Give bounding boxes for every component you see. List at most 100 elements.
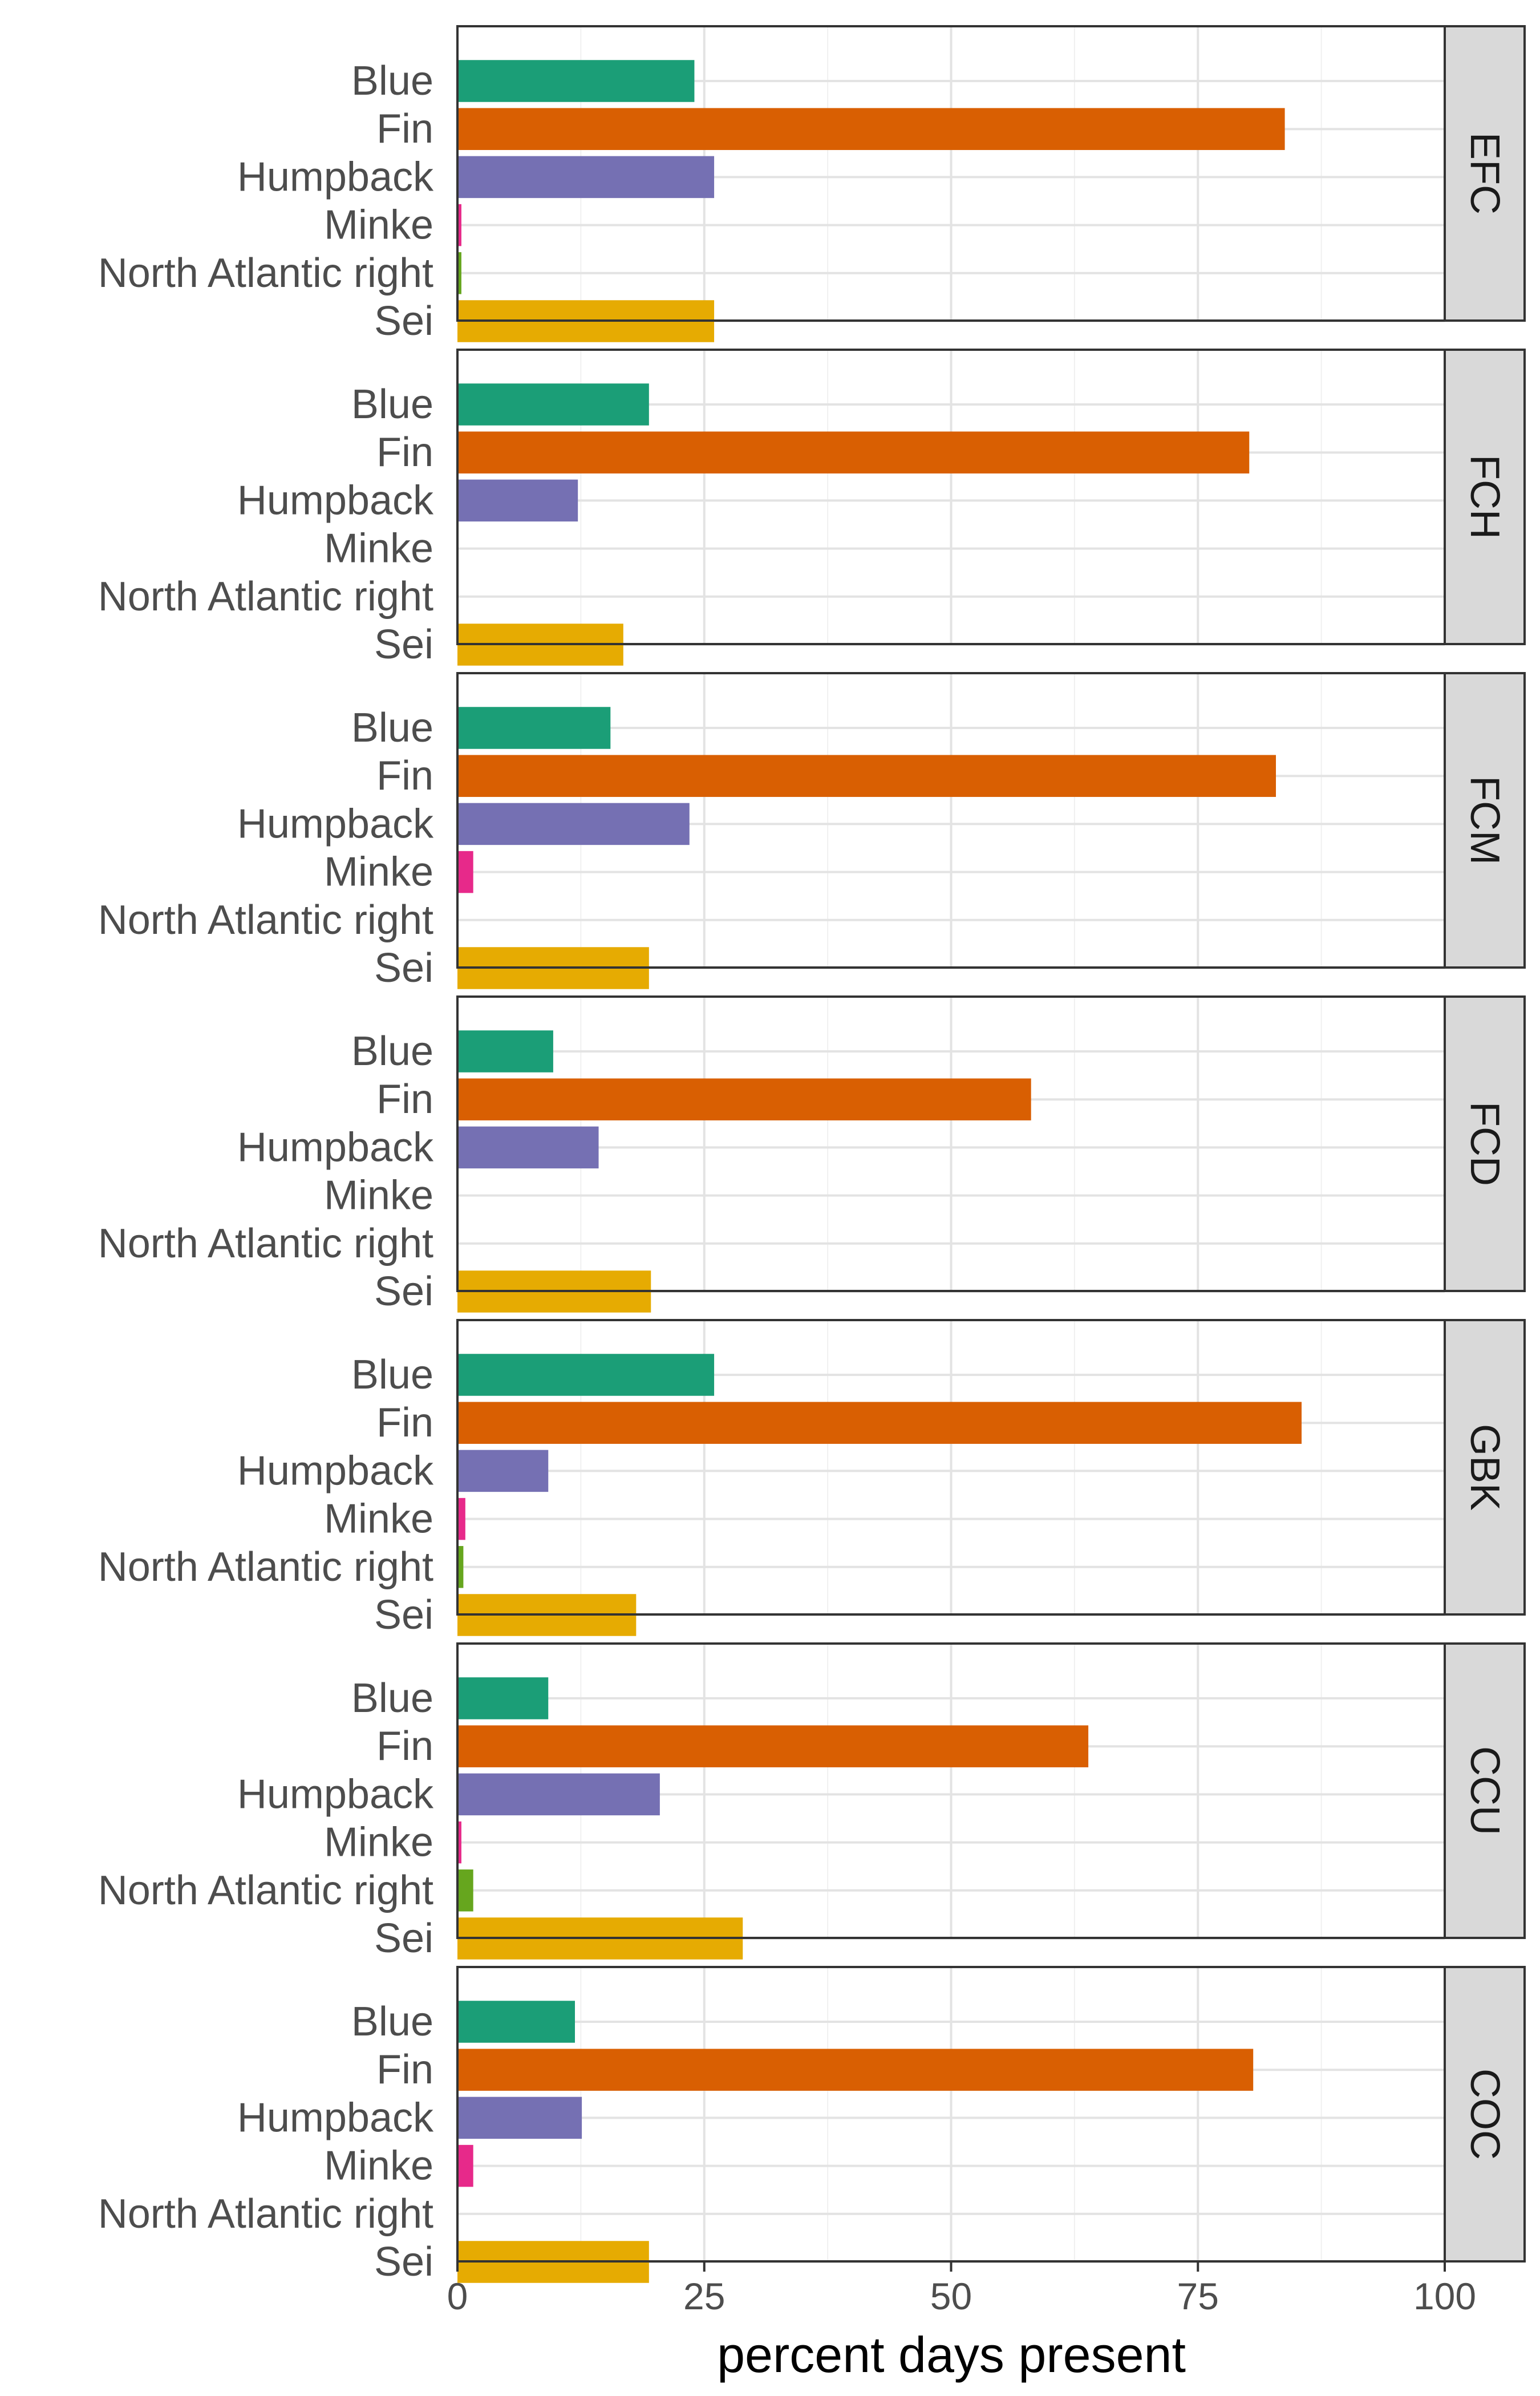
bar-efc-minke [457, 204, 461, 246]
category-label: Humpback [237, 1448, 434, 1494]
facet-strip [1444, 25, 1526, 322]
x-axis-title: percent days present [717, 2326, 1186, 2383]
category-label: Fin [376, 1723, 433, 1769]
bar-coc-fin [457, 2049, 1254, 2091]
bar-fcm-fin [457, 755, 1276, 797]
category-label: Fin [376, 2047, 433, 2093]
category-label: North Atlantic right [98, 1544, 433, 1590]
category-label: Humpback [237, 154, 434, 200]
category-label: North Atlantic right [98, 2191, 433, 2237]
facet-strip-label: CCU [1462, 1746, 1507, 1835]
bar-fch-humpback [457, 479, 578, 522]
category-label: Blue [351, 1999, 433, 2045]
bar-coc-humpback [457, 2096, 582, 2139]
category-label: Blue [351, 382, 433, 427]
bar-fcm-minke [457, 851, 473, 893]
category-label: Fin [376, 106, 433, 152]
bar-ccu-minke [457, 1821, 461, 1864]
category-label: Sei [374, 945, 433, 991]
category-label: Minke [324, 1820, 433, 1865]
bar-coc-minke [457, 2144, 473, 2187]
category-label: Fin [376, 1400, 433, 1446]
x-tick-label: 50 [930, 2275, 972, 2317]
category-label: North Atlantic right [98, 1868, 433, 1913]
x-axis: 0 25 50 75 100 [447, 2261, 1476, 2317]
facet-strip [1444, 1966, 1526, 2263]
x-tick-label: 0 [447, 2275, 468, 2317]
facet-strip-label: COC [1462, 2069, 1507, 2160]
bar-gbk-blue [457, 1354, 715, 1396]
x-tick-label: 75 [1177, 2275, 1219, 2317]
category-label: Sei [374, 2239, 433, 2285]
facet-strip-label: FCH [1462, 455, 1507, 539]
category-label: Humpback [237, 1124, 434, 1170]
category-label: Fin [376, 1076, 433, 1122]
category-label: Sei [374, 1916, 433, 1961]
category-label: Fin [376, 753, 433, 799]
bar-efc-fin [457, 108, 1285, 150]
category-label: Humpback [237, 1771, 434, 1817]
facet-strip-label: FCD [1462, 1102, 1507, 1186]
category-label: Minke [324, 526, 433, 572]
bar-fch-blue [457, 383, 649, 426]
bar-gbk-minke [457, 1498, 465, 1540]
category-label: Minke [324, 849, 433, 895]
bar-efc-humpback [457, 156, 715, 199]
category-label: Blue [351, 58, 433, 104]
category-label: Sei [374, 622, 433, 667]
category-label: Humpback [237, 801, 434, 847]
category-label: North Atlantic right [98, 574, 433, 620]
category-label: Humpback [237, 477, 434, 523]
facet-strip-label: FCM [1462, 776, 1507, 865]
bar-efc-blue [457, 60, 695, 102]
bar-fch-fin [457, 431, 1250, 473]
category-label: Fin [376, 430, 433, 475]
facet-strip [1444, 1319, 1526, 1616]
x-tick-label: 25 [683, 2275, 725, 2317]
facet-strip [1444, 995, 1526, 1292]
x-tick-label: 100 [1413, 2275, 1476, 2317]
facet-strip-label: EFC [1462, 132, 1507, 214]
category-label: Blue [351, 705, 433, 751]
category-label: Minke [324, 203, 433, 248]
bar-fcm-blue [457, 707, 611, 749]
category-label: Humpback [237, 2095, 434, 2140]
bar-fcd-fin [457, 1078, 1031, 1120]
bar-fcd-blue [457, 1030, 553, 1072]
category-label: Sei [374, 1592, 433, 1638]
category-label: Minke [324, 1496, 433, 1542]
bar-coc-blue [457, 2001, 575, 2043]
bar-gbk-humpback [457, 1450, 549, 1492]
category-label: Minke [324, 2143, 433, 2189]
category-label: Sei [374, 1269, 433, 1314]
bar-ccu-fin [457, 1725, 1089, 1767]
category-label: Minke [324, 1173, 433, 1219]
bar-efc-north-atlantic-right [457, 252, 461, 294]
facet-strip-label: GBK [1462, 1424, 1507, 1511]
category-label: North Atlantic right [98, 250, 433, 296]
bar-ccu-blue [457, 1677, 549, 1719]
bar-fcd-humpback [457, 1126, 599, 1169]
bar-gbk-fin [457, 1402, 1302, 1444]
bar-fcm-humpback [457, 803, 690, 845]
bar-ccu-north-atlantic-right [457, 1869, 473, 1912]
category-label: North Atlantic right [98, 1221, 433, 1266]
bar-ccu-humpback [457, 1773, 660, 1816]
facet-strip [1444, 349, 1526, 645]
facet-strip [1444, 1642, 1526, 1939]
bar-gbk-north-atlantic-right [457, 1546, 464, 1588]
facet-strip [1444, 672, 1526, 969]
category-label: Sei [374, 298, 433, 344]
category-label: North Atlantic right [98, 897, 433, 943]
category-label: Blue [351, 1675, 433, 1721]
category-label: Blue [351, 1352, 433, 1398]
